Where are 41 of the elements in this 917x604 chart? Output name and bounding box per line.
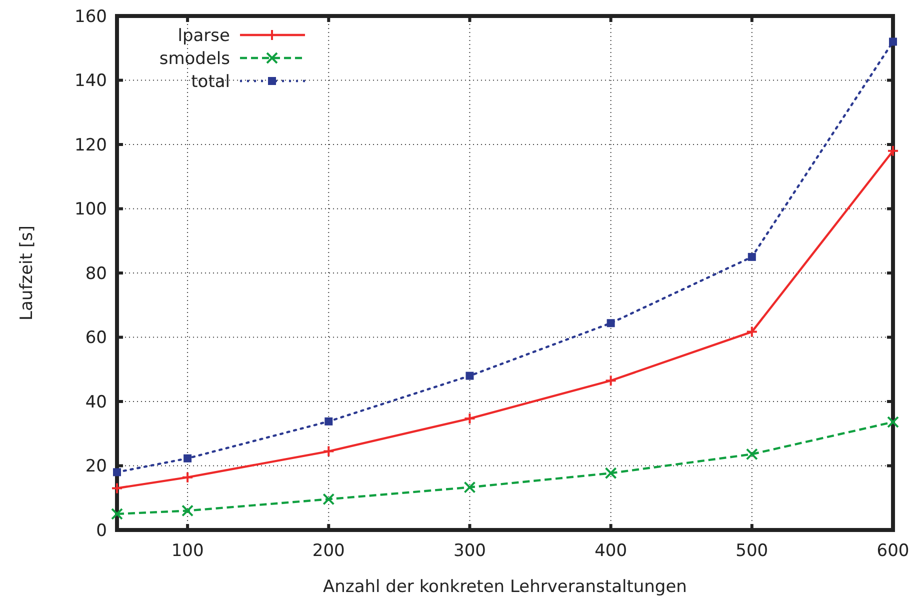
- point: [889, 38, 897, 46]
- x-tick-label: 500: [736, 541, 768, 561]
- point: [887, 144, 899, 157]
- x-axis-title: Anzahl der konkreten Lehrveranstaltungen: [323, 577, 687, 597]
- point: [464, 412, 476, 425]
- point: [184, 454, 192, 462]
- point: [466, 372, 474, 380]
- legend-label: total: [191, 72, 230, 92]
- legend-label: smodels: [159, 48, 230, 69]
- point: [464, 481, 476, 494]
- y-tick-label: 40: [85, 392, 107, 412]
- x-tick-label: 200: [312, 541, 345, 561]
- point: [322, 445, 335, 458]
- x-tick-label: 100: [171, 541, 204, 561]
- y-tick-label: 120: [74, 135, 107, 156]
- y-tick-label: 0: [96, 520, 107, 541]
- point: [111, 508, 123, 520]
- y-tick-label: 80: [85, 264, 107, 284]
- point: [111, 482, 123, 494]
- point: [182, 504, 194, 517]
- point: [606, 319, 615, 328]
- point: [113, 468, 121, 476]
- y-tick-label: 100: [74, 200, 107, 220]
- x-tick-label: 300: [454, 541, 486, 561]
- point: [322, 493, 335, 506]
- y-tick-label: 140: [74, 71, 107, 92]
- y-tick-label: 60: [85, 328, 107, 348]
- point: [746, 448, 758, 460]
- point: [182, 471, 194, 484]
- point: [746, 326, 758, 338]
- point: [604, 467, 617, 480]
- point: [324, 417, 333, 426]
- point: [748, 252, 756, 261]
- point: [887, 416, 899, 428]
- y-tick-label: 160: [74, 6, 107, 27]
- y-tick-label: 20: [85, 456, 107, 477]
- legend-label: lparse: [178, 26, 230, 46]
- point: [604, 374, 617, 387]
- x-tick-label: 600: [876, 541, 910, 561]
- x-tick-label: 400: [594, 541, 628, 561]
- y-axis-title: Laufzeit [s]: [17, 226, 37, 320]
